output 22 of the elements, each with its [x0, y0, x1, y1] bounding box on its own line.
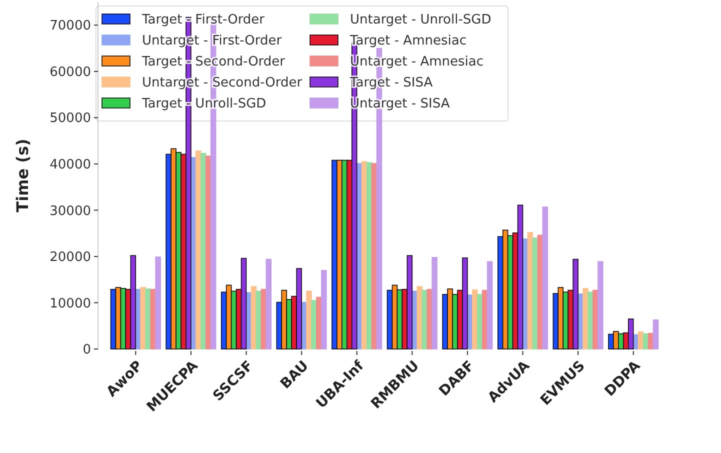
- legend-label: Target - Second-Order: [141, 54, 286, 70]
- bar: [432, 256, 438, 350]
- y-tick-label: 20000: [50, 250, 91, 266]
- y-tick-label: 30000: [50, 204, 91, 219]
- bar: [598, 261, 604, 350]
- y-tick-label: 0: [82, 342, 91, 358]
- bar: [321, 270, 327, 350]
- y-tick-label: 10000: [50, 296, 91, 312]
- bar: [486, 261, 493, 350]
- y-axis-title: Time (s): [13, 138, 32, 212]
- y-tick-label: 50000: [50, 111, 91, 126]
- bar: [652, 319, 659, 350]
- legend-label: Target - Amnesiac: [349, 34, 466, 49]
- bar: [542, 206, 548, 350]
- bar: [155, 256, 161, 350]
- y-tick-label: 60000: [50, 64, 91, 80]
- legend-label: Target - Unroll-SGD: [141, 96, 266, 112]
- bar: [266, 258, 272, 350]
- legend-label: Untarget - Unroll-SGD: [350, 12, 492, 28]
- legend-label: Target - First-Order: [141, 12, 266, 28]
- y-tick-label: 40000: [50, 157, 91, 172]
- y-tick-label: 70000: [50, 18, 91, 34]
